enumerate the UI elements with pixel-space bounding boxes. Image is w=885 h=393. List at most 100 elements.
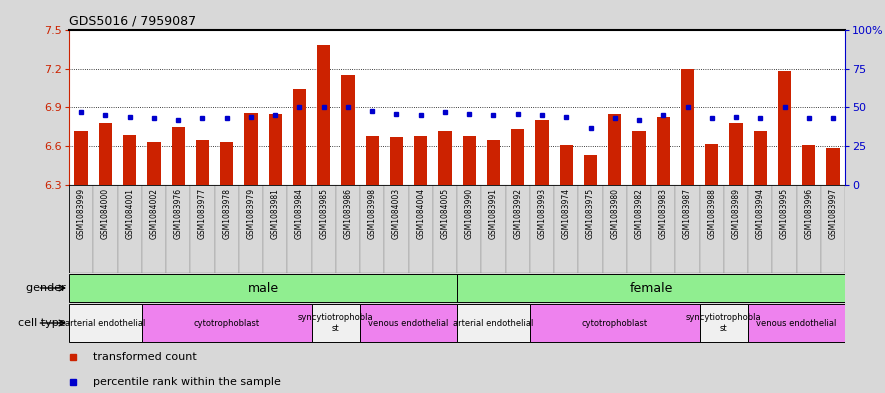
Text: GSM1083988: GSM1083988 — [707, 187, 716, 239]
Text: percentile rank within the sample: percentile rank within the sample — [93, 377, 281, 387]
Text: GSM1083978: GSM1083978 — [222, 187, 231, 239]
Bar — [366, 136, 379, 185]
Text: GSM1084001: GSM1084001 — [125, 187, 135, 239]
Bar — [147, 142, 160, 185]
Text: GSM1083989: GSM1083989 — [732, 187, 741, 239]
Bar — [342, 75, 355, 185]
Bar — [142, 185, 166, 273]
Text: GSM1084005: GSM1084005 — [441, 187, 450, 239]
Bar — [463, 136, 476, 185]
Text: GSM1083994: GSM1083994 — [756, 187, 765, 239]
Text: GSM1084003: GSM1084003 — [392, 187, 401, 239]
Bar — [511, 129, 525, 185]
Bar — [190, 185, 214, 273]
Bar — [384, 185, 409, 273]
Text: GSM1083987: GSM1083987 — [683, 187, 692, 239]
Text: GSM1083976: GSM1083976 — [173, 187, 182, 239]
Text: GSM1083990: GSM1083990 — [465, 187, 473, 239]
Bar — [457, 304, 530, 342]
Text: male: male — [248, 281, 279, 294]
Bar — [505, 185, 530, 273]
Text: GSM1083992: GSM1083992 — [513, 187, 522, 239]
Text: cell type: cell type — [18, 318, 69, 328]
Text: GSM1083975: GSM1083975 — [586, 187, 595, 239]
Text: GSM1083979: GSM1083979 — [246, 187, 256, 239]
Bar — [627, 185, 651, 273]
Text: GSM1084002: GSM1084002 — [150, 187, 158, 239]
Text: arterial endothelial: arterial endothelial — [65, 318, 146, 327]
Text: GSM1083985: GSM1083985 — [319, 187, 328, 239]
Bar — [457, 185, 481, 273]
Bar — [244, 113, 258, 185]
Text: gender: gender — [26, 283, 69, 293]
Bar — [579, 185, 603, 273]
Bar — [123, 135, 136, 185]
Bar — [239, 185, 263, 273]
Text: GSM1083998: GSM1083998 — [367, 187, 377, 239]
Text: venous endothelial: venous endothelial — [368, 318, 449, 327]
Bar — [700, 185, 724, 273]
Bar — [69, 304, 142, 342]
Bar — [166, 185, 190, 273]
Text: syncytiotrophobla
st: syncytiotrophobla st — [686, 313, 762, 333]
Text: GDS5016 / 7959087: GDS5016 / 7959087 — [69, 15, 196, 28]
Text: GSM1083983: GSM1083983 — [658, 187, 668, 239]
Bar — [268, 114, 281, 185]
Text: cytotrophoblast: cytotrophoblast — [581, 318, 648, 327]
Bar — [74, 131, 88, 185]
Text: GSM1084000: GSM1084000 — [101, 187, 110, 239]
Bar — [633, 131, 646, 185]
Text: syncytiotrophobla
st: syncytiotrophobla st — [298, 313, 373, 333]
Bar — [69, 185, 93, 273]
Bar — [487, 140, 500, 185]
Bar — [657, 117, 670, 185]
Bar — [99, 123, 112, 185]
Bar — [584, 155, 597, 185]
Bar — [317, 46, 330, 185]
Text: GSM1083993: GSM1083993 — [537, 187, 547, 239]
Bar — [754, 131, 767, 185]
Bar — [414, 136, 427, 185]
Bar — [705, 144, 719, 185]
Bar — [196, 140, 209, 185]
Bar — [69, 274, 457, 302]
Bar — [409, 185, 433, 273]
Bar — [214, 185, 239, 273]
Bar — [220, 142, 234, 185]
Bar — [535, 120, 549, 185]
Bar — [675, 185, 700, 273]
Text: GSM1083984: GSM1083984 — [295, 187, 304, 239]
Bar — [288, 185, 312, 273]
Bar — [172, 127, 185, 185]
Bar — [778, 72, 791, 185]
Bar — [700, 304, 748, 342]
Text: cytotrophoblast: cytotrophoblast — [194, 318, 259, 327]
Bar — [773, 185, 796, 273]
Bar — [312, 185, 335, 273]
Bar — [312, 304, 360, 342]
Text: GSM1083995: GSM1083995 — [780, 187, 789, 239]
Bar — [481, 185, 505, 273]
Text: GSM1083974: GSM1083974 — [562, 187, 571, 239]
Bar — [263, 185, 288, 273]
Text: transformed count: transformed count — [93, 352, 196, 362]
Bar — [293, 90, 306, 185]
Bar — [335, 185, 360, 273]
Text: venous endothelial: venous endothelial — [757, 318, 837, 327]
Bar — [821, 185, 845, 273]
Bar — [457, 274, 845, 302]
Bar — [651, 185, 675, 273]
Bar — [530, 304, 700, 342]
Text: GSM1083999: GSM1083999 — [77, 187, 86, 239]
Bar — [142, 304, 312, 342]
Text: GSM1083991: GSM1083991 — [489, 187, 498, 239]
Text: female: female — [629, 281, 673, 294]
Bar — [608, 114, 621, 185]
Bar — [603, 185, 627, 273]
Bar — [796, 185, 821, 273]
Text: GSM1083996: GSM1083996 — [804, 187, 813, 239]
Bar — [827, 147, 840, 185]
Bar — [748, 185, 773, 273]
Bar — [530, 185, 554, 273]
Bar — [433, 185, 457, 273]
